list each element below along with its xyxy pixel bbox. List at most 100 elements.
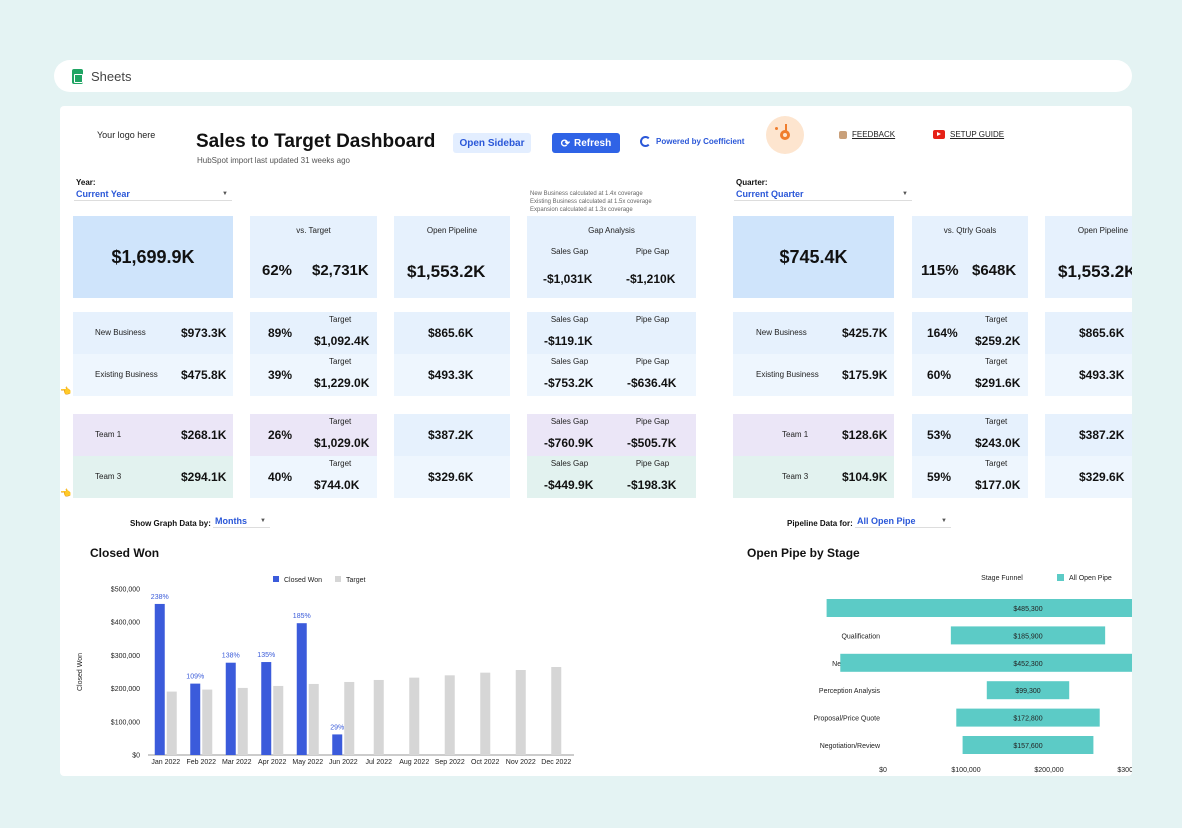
stage-label: Proposal/Price Quote [813, 716, 880, 723]
segment-target-label: Target [329, 459, 352, 468]
x-tick-label: Jul 2022 [366, 759, 393, 766]
powered-by-link[interactable]: Powered by Coefficient [640, 136, 744, 147]
bar-data-label: 138% [222, 653, 240, 660]
segment-value: $475.8K [181, 368, 227, 382]
segment-sales-gap: -$119.1K [544, 334, 593, 348]
segment-target-cell: 39% Target $1,229.0K [250, 354, 377, 396]
target-bar [444, 675, 455, 755]
segment-value: $268.1K [181, 428, 227, 442]
segment-sales-gap: -$753.2K [544, 376, 594, 390]
y-tick-label: $200,000 [111, 686, 140, 693]
segment-target-cell: 89% Target $1,092.4K [250, 312, 377, 354]
feedback-link[interactable]: FEEDBACK [839, 130, 895, 139]
year-total-card: $1,699.9K [73, 216, 233, 298]
target-bar [202, 689, 213, 755]
segment-pipe-cell: $329.6K [394, 456, 510, 498]
quarter-total-card: $745.4K [733, 216, 894, 298]
stage-bar [956, 708, 1100, 727]
segment-pipe-gap: -$505.7K [627, 436, 677, 450]
last-updated: HubSpot import last updated 31 weeks ago [197, 156, 350, 165]
coverage-note: Expansion calculated at 1.3x coverage [530, 207, 633, 213]
segment-target-cell: 26% Target $1,029.0K [250, 414, 377, 456]
hubspot-icon [766, 116, 804, 154]
closed-won-bar [296, 623, 307, 755]
stage-value-label: $452,300 [1013, 661, 1042, 668]
segment-pipe-cell: $493.3K [394, 354, 510, 396]
open-sidebar-button[interactable]: Open Sidebar [453, 133, 531, 153]
bar-data-label: 238% [151, 594, 169, 601]
segment-cell: Team 3 $104.9K [733, 456, 894, 498]
refresh-icon: ⟳ [560, 137, 570, 150]
segment-pipe-gap-label: Pipe Gap [635, 315, 670, 324]
segment-target-cell: 59% Target $177.0K [912, 456, 1028, 498]
target-bar [273, 685, 284, 755]
segment-cell: New Business $425.7K [733, 312, 894, 354]
refresh-label: Refresh [573, 137, 612, 149]
graph-data-label: Show Graph Data by: [130, 519, 211, 528]
target-bar [166, 691, 177, 755]
segment-cell: Team 1 $268.1K [73, 414, 233, 456]
powered-by-label: Powered by Coefficient [656, 137, 745, 146]
segment-value: $425.7K [842, 326, 888, 340]
refresh-button[interactable]: ⟳ Refresh [552, 133, 620, 153]
caret-down-icon: ▼ [902, 191, 908, 197]
segment-pipe-gap: -$198.3K [627, 478, 677, 492]
segment-value: $294.1K [181, 470, 227, 484]
year-label: Year: [76, 178, 96, 187]
caret-down-icon: ▼ [260, 518, 266, 524]
setup-guide-link[interactable]: SETUP GUIDE [933, 130, 1004, 139]
target-bar [480, 672, 491, 755]
coverage-note: New Business calculated at 1.4x coverage [530, 191, 643, 197]
x-tick-label: Oct 2022 [471, 759, 500, 766]
segment-pipe: $865.6K [428, 326, 474, 340]
segment-gap-cell: Sales Gap Pipe Gap -$753.2K -$636.4K [527, 354, 696, 396]
segment-target: $744.0K [314, 478, 360, 492]
x-tick-label: Nov 2022 [506, 759, 536, 766]
stage-label: Negotiation/Review [820, 743, 881, 750]
segment-cell: Existing Business $175.9K [733, 354, 894, 396]
segment-gap-cell: Sales Gap Pipe Gap -$119.1K [527, 312, 696, 354]
segment-target-label: Target [985, 315, 1008, 324]
year-dropdown[interactable]: Current Year ▼ [74, 188, 232, 201]
target-bar [237, 687, 248, 755]
pipeline-data-label: Pipeline Data for: [787, 519, 853, 528]
graph-data-value: Months [215, 516, 247, 526]
vs-target-value: $2,731K [312, 262, 369, 279]
segment-target-cell: 53% Target $243.0K [912, 414, 1028, 456]
closed-won-bar [332, 734, 343, 755]
stage-label: Qualification [841, 633, 880, 640]
segment-cell: Team 3 $294.1K [73, 456, 233, 498]
segment-target-label: Target [985, 417, 1008, 426]
x-tick-label: Jun 2022 [329, 759, 358, 766]
chart-legend: Closed Won Target [273, 576, 366, 584]
graph-data-dropdown[interactable]: Months ▼ [213, 515, 270, 528]
quarter-vs-goals-card: vs. Qtrly Goals 115% $648K [912, 216, 1028, 298]
segment-target-label: Target [985, 459, 1008, 468]
segment-target-label: Target [985, 357, 1008, 366]
segment-pct: 89% [268, 326, 293, 340]
segment-target: $259.2K [975, 334, 1021, 348]
open-pipeline-header: Open Pipeline [426, 226, 478, 235]
open-pipeline-header: Open Pipeline [1077, 226, 1129, 235]
pipe-gap-header: Pipe Gap [635, 247, 670, 256]
coverage-notes: New Business calculated at 1.4x coverage… [530, 190, 652, 214]
year-open-pipeline-card: Open Pipeline $1,553.2K [394, 216, 510, 298]
target-bar [551, 667, 562, 755]
legend-label: Stage Funnel [981, 575, 1023, 582]
x-tick-label: Mar 2022 [222, 759, 252, 766]
stage-value-label: $157,600 [1013, 743, 1042, 750]
pipeline-data-dropdown[interactable]: All Open Pipe ▼ [855, 515, 951, 528]
legend-swatch-pipe [1057, 574, 1064, 581]
y-tick-label: $100,000 [111, 719, 140, 726]
segment-target: $291.6K [975, 376, 1021, 390]
caret-down-icon: ▼ [941, 518, 947, 524]
y-tick-label: $300,000 [111, 653, 140, 660]
feedback-icon [839, 130, 847, 139]
quarter-dropdown[interactable]: Current Quarter ▼ [734, 188, 912, 201]
segment-sales-gap-label: Sales Gap [550, 315, 589, 324]
legend-swatch-closed-won [273, 576, 279, 582]
segment-pipe-gap-label: Pipe Gap [635, 417, 670, 426]
segment-pipe: $329.6K [1079, 470, 1125, 484]
segment-cell: Existing Business $475.8K [73, 354, 233, 396]
